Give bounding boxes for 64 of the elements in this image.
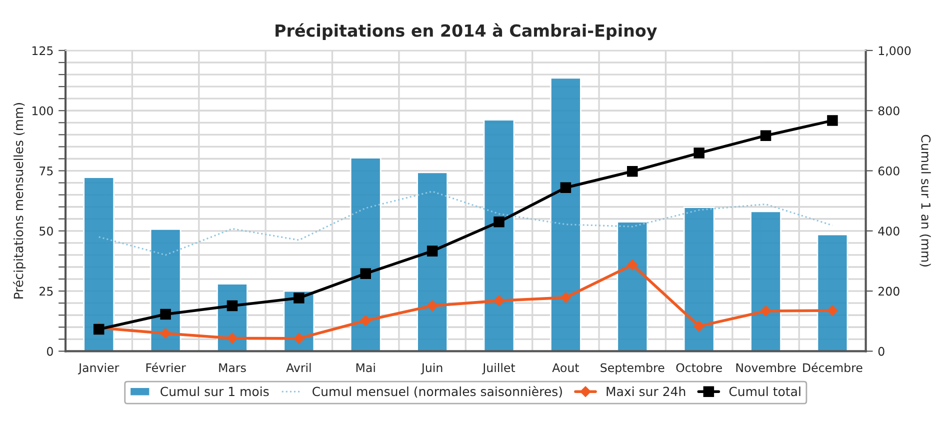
point bbox=[694, 148, 704, 158]
point bbox=[760, 306, 772, 316]
bar bbox=[483, 119, 515, 352]
x-tick-label: Mars bbox=[219, 363, 246, 372]
bar bbox=[150, 228, 182, 352]
point bbox=[694, 320, 705, 332]
x-tick-label: Juillet bbox=[482, 363, 516, 374]
point bbox=[827, 115, 838, 126]
bar bbox=[616, 221, 648, 352]
bar bbox=[350, 157, 382, 352]
point bbox=[494, 216, 504, 228]
legend-label: Cumul mensuel (normales saisonnières) bbox=[312, 386, 562, 398]
x-tick-label: Février bbox=[146, 362, 186, 372]
point bbox=[426, 246, 438, 256]
point bbox=[426, 300, 438, 312]
line-series bbox=[98, 190, 834, 256]
bar bbox=[750, 210, 782, 352]
y-tick-label: 0 bbox=[46, 346, 53, 356]
point bbox=[827, 305, 838, 316]
y-tick-label: 75 bbox=[40, 166, 53, 176]
point bbox=[226, 300, 238, 312]
point bbox=[760, 130, 772, 141]
point bbox=[560, 292, 572, 303]
bar bbox=[683, 206, 715, 352]
legend-label: Cumul sur 1 mois bbox=[160, 386, 269, 396]
x-tick-label: Septembre bbox=[600, 363, 664, 374]
bar bbox=[550, 77, 582, 352]
y-axis-title: Précipitations mensuelles (mm) bbox=[13, 103, 26, 298]
x-tick-label: Octobre bbox=[676, 363, 722, 372]
y2-tick-label: 400 bbox=[878, 226, 900, 236]
bar bbox=[816, 234, 848, 352]
y-tick-label: 25 bbox=[40, 286, 53, 296]
point bbox=[360, 268, 372, 279]
x-tick-label: Juin bbox=[420, 363, 442, 374]
y-tick-label: 100 bbox=[32, 106, 53, 116]
point bbox=[360, 315, 372, 326]
point bbox=[226, 332, 238, 344]
x-tick-label: Avril bbox=[286, 363, 311, 372]
x-tick-label: Mai bbox=[356, 363, 375, 372]
y2-axis-title: Cumul sur 1 an (mm) bbox=[920, 134, 931, 266]
y2-tick-label: 200 bbox=[878, 286, 900, 296]
bar bbox=[83, 176, 115, 352]
y2-tick-label: 1,000 bbox=[878, 46, 911, 56]
point bbox=[160, 328, 171, 339]
point bbox=[160, 308, 171, 320]
x-tick-label: Aout bbox=[552, 363, 580, 372]
x-tick-label: Décembre bbox=[803, 362, 862, 372]
point bbox=[494, 295, 504, 306]
chart-title: Précipitations en 2014 à Cambrai-Epinoy bbox=[276, 23, 657, 40]
x-tick-label: Novembre bbox=[736, 363, 796, 372]
point bbox=[626, 259, 638, 270]
y-tick-label: 125 bbox=[32, 46, 53, 56]
point bbox=[560, 182, 572, 193]
point bbox=[627, 166, 638, 177]
legend-label: Maxi sur 24h bbox=[606, 386, 686, 396]
point bbox=[294, 333, 304, 344]
legend-label: Cumul total bbox=[729, 386, 800, 396]
bar bbox=[416, 172, 448, 352]
point bbox=[294, 292, 304, 304]
x-tick-label: Janvier bbox=[78, 363, 120, 374]
y-tick-label: 50 bbox=[40, 226, 53, 236]
y2-tick-label: 600 bbox=[878, 166, 900, 176]
y2-tick-label: 800 bbox=[878, 106, 900, 116]
y2-tick-label: 0 bbox=[878, 346, 884, 356]
